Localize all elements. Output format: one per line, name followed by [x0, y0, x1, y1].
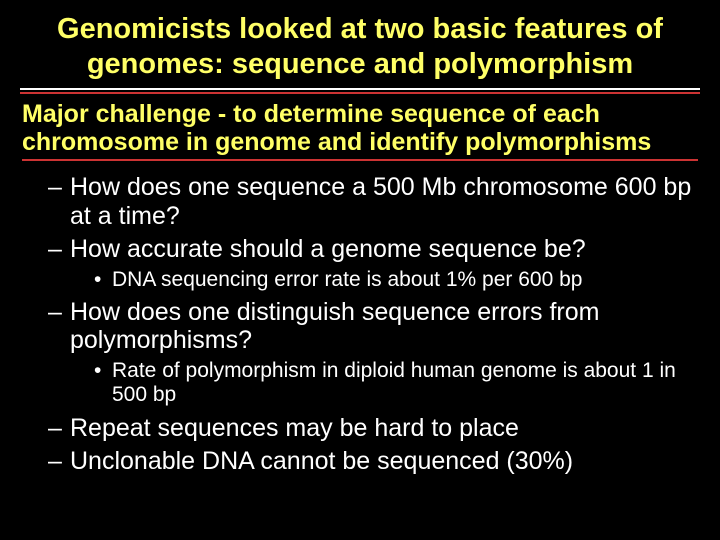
bullet-dot: •Rate of polymorphism in diploid human g…	[94, 359, 700, 407]
slide: Genomicists looked at two basic features…	[0, 0, 720, 540]
slide-subtitle: Major challenge - to determine sequence …	[22, 100, 698, 158]
subtitle-underline	[22, 159, 698, 161]
bullet-dash: –How does one distinguish sequence error…	[48, 298, 700, 356]
bullet-text: How accurate should a genome sequence be…	[70, 235, 700, 264]
bullet-text: How does one sequence a 500 Mb chromosom…	[70, 173, 700, 231]
dash-icon: –	[48, 447, 70, 476]
dash-icon: –	[48, 298, 70, 327]
bullet-text: Rate of polymorphism in diploid human ge…	[112, 359, 700, 407]
bullet-text: How does one distinguish sequence errors…	[70, 298, 700, 356]
slide-body: –How does one sequence a 500 Mb chromoso…	[20, 173, 700, 475]
bullet-dash: –Repeat sequences may be hard to place	[48, 414, 700, 443]
dot-icon: •	[94, 268, 112, 292]
bullet-text: Unclonable DNA cannot be sequenced (30%)	[70, 447, 700, 476]
slide-title: Genomicists looked at two basic features…	[20, 12, 700, 82]
bullet-text: Repeat sequences may be hard to place	[70, 414, 700, 443]
dash-icon: –	[48, 173, 70, 202]
bullet-dash: –How accurate should a genome sequence b…	[48, 235, 700, 264]
dash-icon: –	[48, 414, 70, 443]
title-divider	[20, 88, 700, 94]
bullet-text: DNA sequencing error rate is about 1% pe…	[112, 268, 700, 292]
subtitle-block: Major challenge - to determine sequence …	[20, 98, 700, 166]
bullet-dash: –Unclonable DNA cannot be sequenced (30%…	[48, 447, 700, 476]
dot-icon: •	[94, 359, 112, 383]
bullet-dot: •DNA sequencing error rate is about 1% p…	[94, 268, 700, 292]
dash-icon: –	[48, 235, 70, 264]
bullet-dash: –How does one sequence a 500 Mb chromoso…	[48, 173, 700, 231]
